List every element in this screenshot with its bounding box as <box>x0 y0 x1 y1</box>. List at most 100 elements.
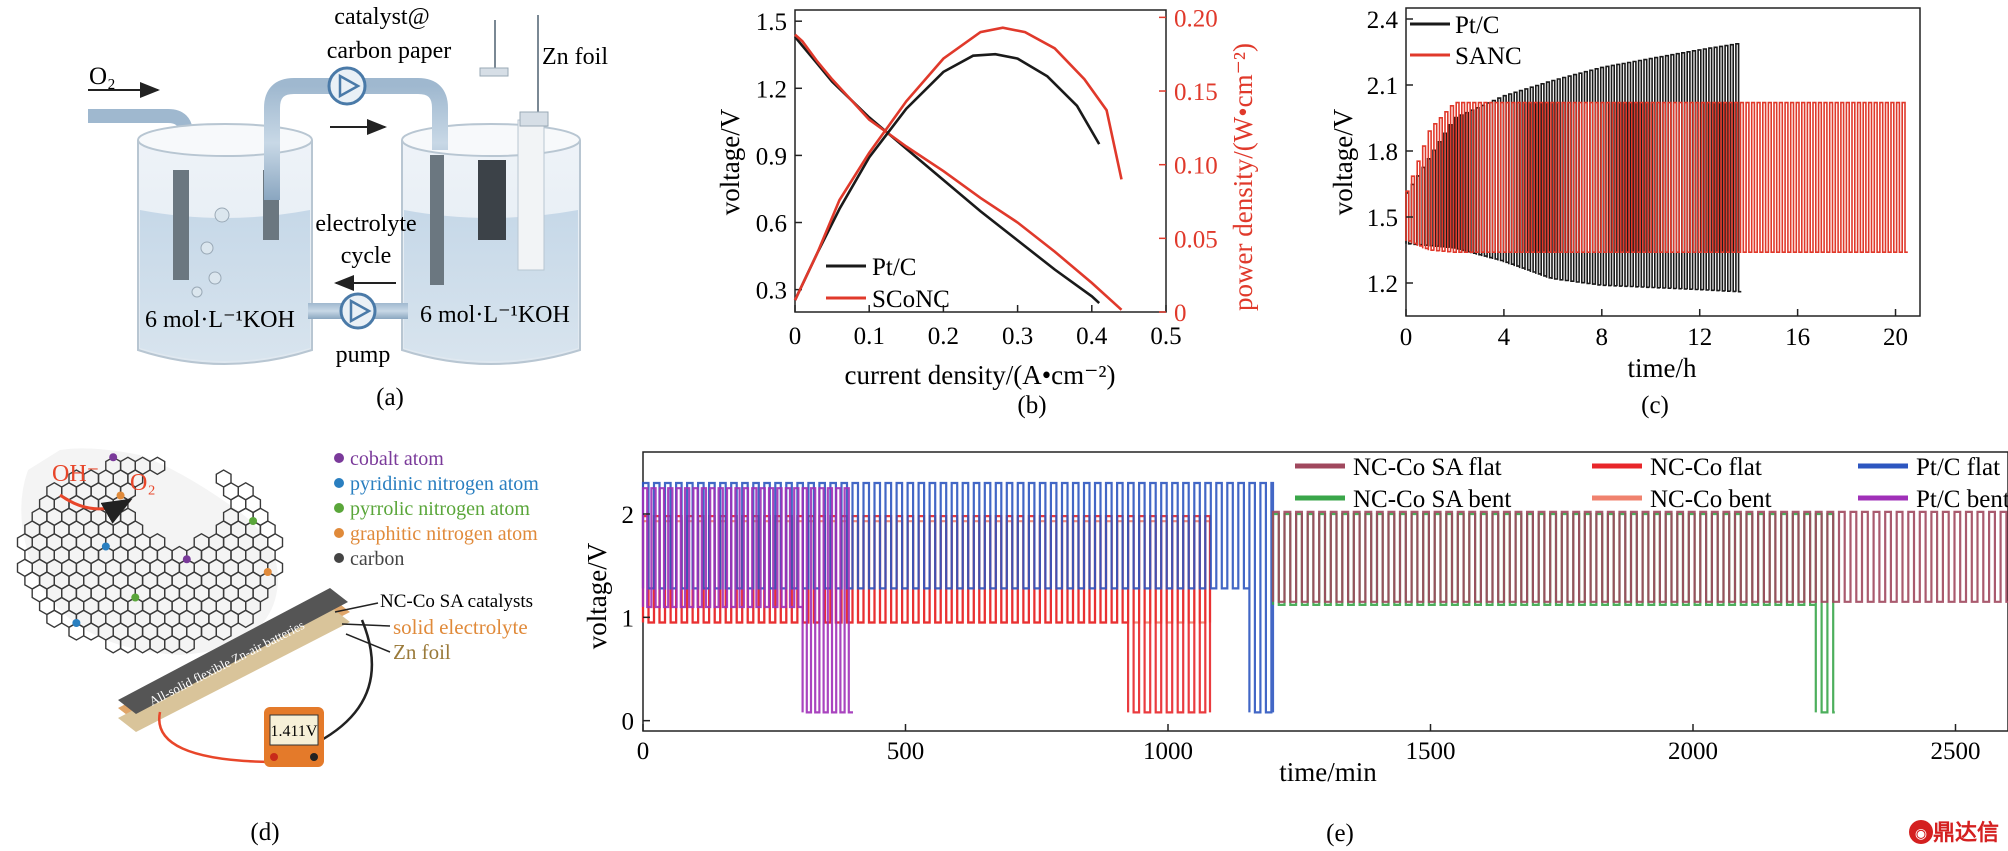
atom-legend-dot <box>334 453 344 463</box>
electrolyte-label-2: cycle <box>341 243 392 269</box>
zn-layer-label: Zn foil <box>393 640 451 664</box>
meter-terminal <box>270 753 278 761</box>
c-legend: Pt/C SANC <box>1410 12 1522 70</box>
atom-legend-label: carbon <box>350 548 404 570</box>
e-ticks: 0 500 1000 1500 2000 2500 0 1 2 <box>622 502 1981 765</box>
orr-arrow <box>59 493 133 524</box>
electrode-clip <box>479 67 509 77</box>
graphene-sheet-bg <box>21 448 278 655</box>
caption-a: (a) <box>376 384 404 411</box>
e-xtick-label: 0 <box>637 738 650 765</box>
c-xtick-label: 20 <box>1883 324 1908 351</box>
c-xtick-label: 8 <box>1596 324 1609 351</box>
panel-d: OH⁻ O₂ cobalt atom pyridinic nitrogen ato… <box>16 448 539 846</box>
panel-b: 0 0.1 0.2 0.3 0.4 0.5 0.3 0.6 0.9 1.2 1.5 0 0.05 0.10… <box>715 5 1258 419</box>
left-electrode-a <box>173 170 189 280</box>
b-xlabel: current density/(A•cm⁻²) <box>845 360 1116 390</box>
e-legend-label: NC-Co bent <box>1650 486 1772 513</box>
dopant-atom <box>72 619 81 627</box>
meter-reading: 1.411V <box>271 723 318 740</box>
b-legend-ptc: Pt/C <box>872 254 916 281</box>
left-electrolyte <box>140 210 310 361</box>
b-series-ptc-left <box>793 35 1101 305</box>
atom-legend-label: graphitic nitrogen atom <box>350 523 538 545</box>
caption-b: (b) <box>1017 392 1046 419</box>
e-ytick-label: 1 <box>622 605 635 632</box>
catalyst-carbon-paper <box>478 160 506 240</box>
c-xlabel: time/h <box>1628 353 1697 383</box>
dopant-atom <box>101 542 110 551</box>
koh-right-label: 6 mol·L⁻¹KOH <box>420 302 570 328</box>
meter-terminal <box>310 753 318 761</box>
panel-a: O₂ catalyst@ carbon paper Zn foil electr… <box>88 4 608 411</box>
zn-foil-plate <box>517 119 545 271</box>
b-y2tick-label: 0.20 <box>1174 5 1218 32</box>
leader-electrolyte <box>341 623 391 627</box>
dopant-atom <box>109 453 118 462</box>
c-legend-sanc: SANC <box>1455 43 1522 70</box>
c-xtick-label: 0 <box>1400 324 1413 351</box>
c-ytick-label: 1.5 <box>1367 205 1398 232</box>
e-ytick-label: 2 <box>622 502 635 529</box>
o2-label-d: O₂ <box>130 470 156 496</box>
panel-c: 0 4 8 12 16 20 1.2 1.5 1.8 2.1 2.4 time/h voltage/… <box>1328 7 1921 419</box>
e-legend-label: Pt/C flat <box>1916 454 2000 481</box>
c-xtick-label: 16 <box>1785 324 1810 351</box>
plot-frame-c <box>1405 7 1921 317</box>
atom-legend-dot <box>334 503 344 513</box>
b-legend: Pt/C SCoNC <box>826 254 950 313</box>
hexagon-ring <box>215 622 232 641</box>
left-beaker-rim <box>137 123 313 157</box>
atom-legend-label: pyrrolic nitrogen atom <box>350 498 530 520</box>
battery-catalyst-layer <box>118 588 348 714</box>
atom-legend-label: cobalt atom <box>350 448 444 470</box>
b-xtick-label: 0.5 <box>1150 323 1181 350</box>
graphene-lattice <box>16 453 284 654</box>
caption-d: (d) <box>250 819 279 846</box>
e-legend-label: NC-Co SA flat <box>1353 454 1502 481</box>
watermark-logo-mark: ◉ <box>1915 827 1927 842</box>
atom-legend-dot <box>334 478 344 488</box>
b-lines <box>793 26 1123 311</box>
catalyst-label-2: carbon paper <box>327 38 452 64</box>
b-xtick-label: 0 <box>789 323 802 350</box>
b-xtick-label: 0.1 <box>854 323 885 350</box>
b-ticks: 0 0.1 0.2 0.3 0.4 0.5 0.3 0.6 0.9 1.2 1.5 0 0.05 0.10… <box>756 5 1218 350</box>
electrode-clip <box>519 111 549 127</box>
e-series-nc-co-sa-flat <box>1271 510 2008 603</box>
pump-label: pump <box>336 342 391 368</box>
caption-c: (c) <box>1641 392 1669 419</box>
bubble <box>214 207 230 223</box>
e-legend: NC-Co SA flat NC-Co SA bent NC-Co flat NC-C… <box>1295 454 2008 513</box>
c-lines <box>1405 42 1908 293</box>
b-series-sconc-right <box>793 26 1123 301</box>
b-series-ptc-right <box>793 52 1101 301</box>
pump-triangle <box>349 298 372 324</box>
right-beaker-rim <box>401 123 581 157</box>
b-y2tick-label: 0.15 <box>1174 79 1218 106</box>
atom-legend-label: pyridinic nitrogen atom <box>350 473 539 495</box>
e-xtick-label: 1000 <box>1143 738 1193 765</box>
e-series-pt-c-bent <box>641 487 853 714</box>
e-legend-label: NC-Co flat <box>1650 454 1762 481</box>
e-xtick-label: 500 <box>887 738 925 765</box>
e-xtick-label: 2500 <box>1931 738 1981 765</box>
dopant-atom <box>182 555 191 564</box>
c-xtick-label: 4 <box>1498 324 1511 351</box>
e-legend-label: NC-Co SA bent <box>1353 486 1511 513</box>
c-ytick-label: 1.2 <box>1367 271 1398 298</box>
bottom-pump-icon <box>339 292 377 330</box>
plot-frame-b <box>794 9 1167 313</box>
atom-legend-dot <box>334 553 344 563</box>
bubble <box>200 241 214 255</box>
watermark-text: 鼎达信 <box>1933 820 1999 845</box>
hexagon-ring <box>237 609 254 629</box>
top-pump-icon <box>327 66 367 106</box>
b-ytick-label: 1.5 <box>756 9 787 36</box>
hexagon-ring <box>178 634 195 654</box>
koh-left-label: 6 mol·L⁻¹KOH <box>145 307 295 333</box>
c-legend-ptc: Pt/C <box>1455 12 1499 39</box>
b-y2tick-label: 0 <box>1174 300 1187 327</box>
hexagon-ring <box>46 609 63 629</box>
